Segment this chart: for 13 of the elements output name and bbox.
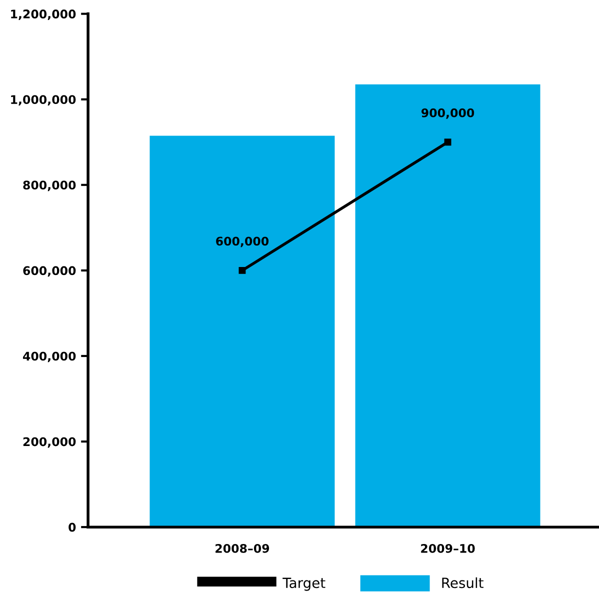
x-tick-label: 2009–10 bbox=[421, 544, 475, 553]
y-tick-label: 400,000 bbox=[23, 352, 76, 362]
legend-label: Target bbox=[282, 578, 326, 591]
y-tick-label: 0 bbox=[68, 522, 76, 532]
y-tick-label: 800,000 bbox=[23, 180, 76, 192]
data-label: 900,000 bbox=[421, 108, 474, 119]
y-tick-label: 200,000 bbox=[23, 437, 76, 448]
y-tick-label: 1,000,000 bbox=[11, 95, 76, 106]
legend-label: Result bbox=[442, 577, 484, 588]
data-label: 600,000 bbox=[216, 236, 269, 248]
y-tick-label: 600,000 bbox=[23, 266, 76, 277]
y-tick-label: 1,200,000 bbox=[11, 10, 76, 20]
x-tick-label: 2008–09 bbox=[216, 544, 270, 553]
